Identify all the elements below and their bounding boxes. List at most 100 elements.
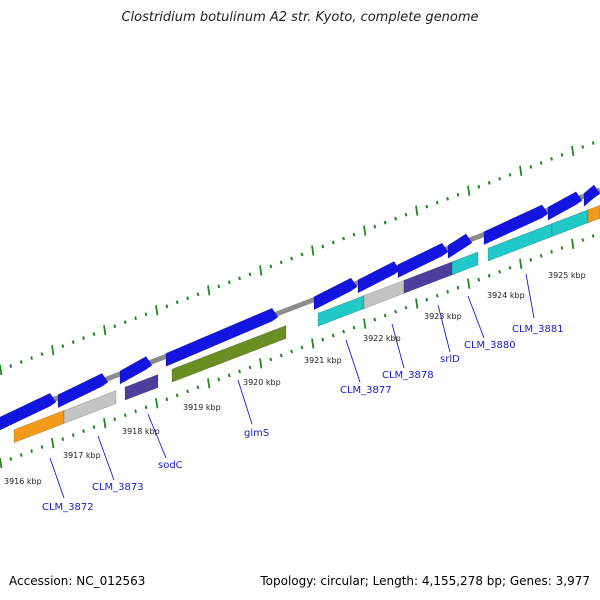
inner-tick bbox=[269, 357, 273, 362]
gene-feature bbox=[397, 242, 449, 279]
outer-tick bbox=[207, 285, 211, 296]
outer-tick bbox=[404, 212, 408, 217]
outer-tick bbox=[9, 364, 13, 368]
label-leader bbox=[345, 339, 361, 383]
inner-tick bbox=[404, 305, 408, 310]
gene-label: glmS bbox=[244, 428, 269, 439]
inner-tick bbox=[363, 318, 367, 329]
outer-tick bbox=[571, 145, 575, 157]
gene-feature bbox=[587, 204, 600, 224]
outer-tick bbox=[0, 364, 3, 376]
inner-tick bbox=[186, 389, 189, 394]
gene-feature bbox=[451, 251, 479, 276]
gene-feature bbox=[165, 307, 279, 367]
inner-tick bbox=[227, 373, 231, 378]
gene-label: srlD bbox=[440, 354, 460, 365]
outer-tick bbox=[467, 185, 471, 196]
outer-tick bbox=[550, 157, 553, 161]
inner-tick bbox=[0, 457, 3, 469]
outer-tick bbox=[342, 236, 345, 241]
outer-tick bbox=[591, 141, 595, 145]
outer-tick bbox=[92, 332, 96, 336]
outer-tick bbox=[269, 264, 273, 269]
inner-tick bbox=[71, 433, 75, 437]
scale-label: 3920 kbp bbox=[243, 378, 281, 387]
inner-tick bbox=[165, 397, 169, 402]
outer-tick bbox=[196, 292, 200, 297]
gene-label: sodC bbox=[158, 460, 183, 471]
inner-tick-track bbox=[0, 234, 595, 469]
gene-feature bbox=[57, 372, 109, 409]
scale-label: 3917 kbp bbox=[63, 451, 101, 460]
outer-tick bbox=[279, 260, 283, 265]
outer-tick bbox=[144, 312, 148, 317]
outer-tick bbox=[446, 196, 449, 201]
outer-tick bbox=[456, 192, 460, 197]
outer-tick bbox=[227, 280, 231, 285]
label-leader bbox=[97, 435, 115, 481]
outer-tick bbox=[259, 265, 263, 276]
gene-label: CLM_3880 bbox=[464, 340, 516, 351]
outer-tick bbox=[311, 245, 315, 256]
inner-tick bbox=[373, 317, 377, 322]
inner-tick bbox=[207, 378, 211, 389]
scale-label: 3925 kbp bbox=[548, 271, 586, 280]
label-leader bbox=[437, 304, 451, 353]
inner-tick bbox=[415, 298, 419, 309]
inner-tick bbox=[92, 425, 96, 429]
inner-tick bbox=[581, 238, 585, 242]
inner-tick bbox=[279, 353, 283, 358]
inner-tick bbox=[394, 309, 397, 314]
outer-tick bbox=[383, 220, 387, 225]
gene-label: CLM_3873 bbox=[92, 482, 144, 493]
outer-tick bbox=[363, 225, 367, 236]
outer-tick bbox=[581, 145, 585, 149]
outer-tick bbox=[435, 200, 439, 205]
gene-label: CLM_3881 bbox=[512, 324, 564, 335]
gene-label: CLM_3878 bbox=[382, 370, 434, 381]
inner-tick bbox=[217, 377, 221, 382]
outer-tick bbox=[30, 356, 33, 360]
outer-tick bbox=[415, 205, 419, 216]
gene-feature bbox=[0, 392, 57, 431]
inner-tick bbox=[383, 313, 387, 318]
inner-tick bbox=[331, 333, 335, 338]
inner-tick bbox=[175, 393, 179, 398]
genome-summary: Topology: circular; Length: 4,155,278 bp… bbox=[260, 574, 590, 588]
outer-tick bbox=[487, 180, 491, 185]
scale-label: 3918 kbp bbox=[122, 427, 160, 436]
outer-tick bbox=[508, 172, 512, 177]
outer-tick bbox=[155, 305, 159, 316]
scale-label: 3924 kbp bbox=[487, 291, 525, 300]
inner-tick bbox=[435, 293, 439, 298]
scale-label: 3923 kbp bbox=[424, 312, 462, 321]
outer-tick bbox=[539, 161, 543, 165]
inner-tick bbox=[425, 297, 429, 302]
scale-label: 3922 kbp bbox=[363, 334, 401, 343]
inner-tick bbox=[40, 445, 44, 449]
inner-tick bbox=[477, 277, 481, 282]
inner-tick bbox=[123, 413, 127, 418]
outer-tick bbox=[113, 324, 117, 329]
inner-tick bbox=[550, 250, 553, 254]
outer-tick bbox=[529, 165, 533, 169]
label-leader bbox=[237, 379, 253, 425]
gene-label: CLM_3877 bbox=[340, 385, 392, 396]
outer-tick bbox=[61, 344, 65, 348]
inner-tick bbox=[342, 329, 345, 334]
outer-tick bbox=[352, 232, 356, 237]
label-leaders bbox=[49, 273, 535, 499]
inner-tick bbox=[498, 269, 501, 274]
inner-tick bbox=[311, 338, 315, 349]
outer-tick bbox=[519, 165, 523, 176]
inner-tick bbox=[238, 369, 241, 374]
inner-tick bbox=[61, 437, 65, 441]
label-leader bbox=[49, 457, 65, 499]
outer-tick bbox=[40, 352, 44, 356]
outer-tick bbox=[134, 316, 137, 321]
gene-feature bbox=[63, 390, 117, 424]
outer-tick bbox=[300, 252, 304, 257]
outer-tick bbox=[217, 284, 221, 289]
map-title: Clostridium botulinum A2 str. Kyoto, com… bbox=[121, 10, 479, 25]
gene-label: CLM_3872 bbox=[42, 502, 94, 513]
